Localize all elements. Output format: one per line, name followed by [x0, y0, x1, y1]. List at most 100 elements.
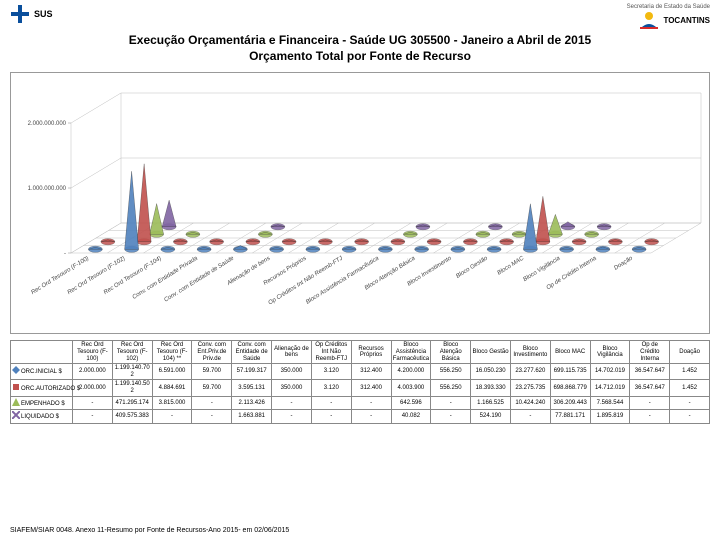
table-row: ORC.INICIAL $ 2.000.0001.199.140.7026.591… — [11, 364, 710, 380]
table-cell: 306.209.443 — [550, 396, 590, 410]
table-cell: - — [192, 410, 232, 424]
logo-sus: SUS — [10, 4, 53, 24]
table-cell: 699.115.735 — [550, 364, 590, 380]
table-cell: - — [311, 396, 351, 410]
table-cell: 471.295.174 — [112, 396, 152, 410]
table-cell: 556.250 — [431, 380, 471, 396]
title-line-1: Execução Orçamentária e Financeira - Saú… — [40, 32, 680, 48]
table-cell: 3.815.000 — [152, 396, 192, 410]
table-cell: - — [272, 396, 312, 410]
col-header: Conv. com Ent.Priv.de Priv.de — [192, 341, 232, 364]
table-cell: - — [670, 396, 710, 410]
table-cell: 1.166.525 — [471, 396, 511, 410]
table-row: ORC.AUTORIZADO $2.000.0001.199.140.5024.… — [11, 380, 710, 396]
table-cell: 1.199.140.502 — [112, 380, 152, 396]
table-cell: 18.393.330 — [471, 380, 511, 396]
table-cell: 57.199.317 — [232, 364, 272, 380]
table-cell: - — [192, 396, 232, 410]
table-cell: 3.120 — [311, 380, 351, 396]
table-cell: 77.881.171 — [550, 410, 590, 424]
table-cell: 556.250 — [431, 364, 471, 380]
table-cell: - — [73, 410, 113, 424]
tocantins-text: TOCANTINS — [663, 16, 710, 25]
col-header: Bloco MAC — [550, 341, 590, 364]
svg-text:-: - — [64, 251, 66, 257]
row-label: LIQUIDADO $ — [11, 410, 73, 424]
col-header: Recursos Próprios — [351, 341, 391, 364]
table-cell: - — [152, 410, 192, 424]
table-cell: 6.591.000 — [152, 364, 192, 380]
table-cell: 1.199.140.702 — [112, 364, 152, 380]
table-cell: - — [630, 396, 670, 410]
tocantins-icon — [639, 10, 659, 30]
table-cell: 698.868.779 — [550, 380, 590, 396]
table-row: LIQUIDADO $-409.575.383--1.663.881---40.… — [11, 410, 710, 424]
table-cell: 2.113.426 — [232, 396, 272, 410]
row-label: ORC.AUTORIZADO $ — [11, 380, 73, 396]
header-bar: SUS Secretaria de Estado da Saúde TOCANT… — [0, 0, 720, 32]
svg-text:Conv. com Entidade Privada: Conv. com Entidade Privada — [132, 256, 200, 301]
row-label-text: ORC.AUTORIZADO $ — [21, 386, 80, 392]
table-cell: 59.700 — [192, 364, 232, 380]
table-cell: 2.000.000 — [73, 364, 113, 380]
footer-note: SIAFEM/SIAR 0048. Anexo 11-Resumo por Fo… — [10, 527, 289, 534]
table-cell: 312.400 — [351, 380, 391, 396]
title-line-2: Orçamento Total por Fonte de Recurso — [40, 48, 680, 64]
svg-text:Bloco Gestão: Bloco Gestão — [455, 256, 489, 281]
table-cell: 23.275.735 — [510, 380, 550, 396]
table-cell: 14.702.019 — [590, 364, 630, 380]
table-cell: 4.200.000 — [391, 364, 431, 380]
legend-swatch-icon — [12, 366, 20, 377]
table-corner — [11, 341, 73, 364]
legend-swatch-icon — [12, 383, 20, 394]
col-header: Bloco Gestão — [471, 341, 511, 364]
row-label-text: ORC.INICIAL $ — [21, 369, 62, 375]
table-cell: 59.700 — [192, 380, 232, 396]
table-cell: - — [431, 410, 471, 424]
table-cell: 3.120 — [311, 364, 351, 380]
col-header: Bloco Atenção Básica — [431, 341, 471, 364]
svg-text:Conv. com Entidade de Saúde: Conv. com Entidade de Saúde — [163, 256, 235, 304]
col-header: Bloco Assistência Farmacêutica — [391, 341, 431, 364]
col-header: Conv. com Entidade de Saúde — [232, 341, 272, 364]
table-cell: 409.575.383 — [112, 410, 152, 424]
col-header: Rec Ord Tesouro (F-100) — [73, 341, 113, 364]
chart-container: -1.000.000.0002.000.000.000Rec Ord Tesou… — [10, 72, 710, 334]
table-cell: 36.547.647 — [630, 364, 670, 380]
table-cell: 1.663.881 — [232, 410, 272, 424]
table-cell: 524.190 — [471, 410, 511, 424]
cone-chart: -1.000.000.0002.000.000.000Rec Ord Tesou… — [11, 73, 709, 333]
table-cell: 14.712.019 — [590, 380, 630, 396]
row-label: ORC.INICIAL $ — [11, 364, 73, 380]
table-row: EMPENHADO $-471.295.1743.815.000-2.113.4… — [11, 396, 710, 410]
table-cell: 3.595.131 — [232, 380, 272, 396]
table-cell: - — [351, 410, 391, 424]
svg-text:Doação: Doação — [613, 256, 634, 272]
col-header: Op Créditos Int Não Reemb-FTJ — [311, 341, 351, 364]
table-cell: - — [311, 410, 351, 424]
table-cell: - — [630, 410, 670, 424]
legend-swatch-icon — [12, 411, 20, 422]
col-header: Doação — [670, 341, 710, 364]
table-cell: 312.400 — [351, 364, 391, 380]
table-cell: 10.424.240 — [510, 396, 550, 410]
legend-swatch-icon — [12, 398, 20, 409]
row-label-text: LIQUIDADO $ — [21, 414, 59, 420]
sus-icon — [10, 4, 30, 24]
table-cell: - — [510, 410, 550, 424]
row-label-text: EMPENHADO $ — [21, 400, 65, 406]
data-table: Rec Ord Tesouro (F-100)Rec Ord Tesouro (… — [10, 340, 710, 423]
col-header: Bloco Vigilância — [590, 341, 630, 364]
table-cell: 1.895.819 — [590, 410, 630, 424]
col-header: Alienação de bens — [272, 341, 312, 364]
table-cell: 1.452 — [670, 380, 710, 396]
table-cell: 16.050.230 — [471, 364, 511, 380]
col-header: Op de Crédito Interna — [630, 341, 670, 364]
table-cell: - — [351, 396, 391, 410]
table-cell: 40.082 — [391, 410, 431, 424]
table-cell: - — [431, 396, 471, 410]
table-cell: - — [272, 410, 312, 424]
table-cell: 7.568.544 — [590, 396, 630, 410]
sus-text: SUS — [34, 9, 53, 19]
row-label: EMPENHADO $ — [11, 396, 73, 410]
